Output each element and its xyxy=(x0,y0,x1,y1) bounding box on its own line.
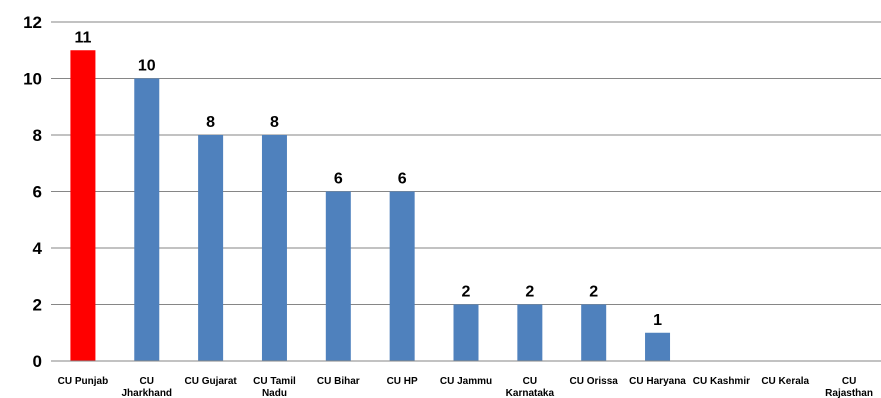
bar xyxy=(198,135,224,361)
y-tick-label: 6 xyxy=(33,183,42,202)
x-tick-label: CU Kerala xyxy=(761,376,809,387)
data-label: 2 xyxy=(525,284,534,301)
y-tick-label: 2 xyxy=(33,296,42,315)
data-label: 10 xyxy=(138,58,156,75)
bar xyxy=(453,304,479,361)
x-tick-label: CU Haryana xyxy=(629,376,686,387)
y-tick-label: 0 xyxy=(33,352,42,371)
bar xyxy=(389,191,415,361)
data-label: 1 xyxy=(653,312,662,329)
y-tick-label: 4 xyxy=(33,239,43,258)
data-label: 6 xyxy=(334,171,343,188)
bar xyxy=(261,135,287,361)
x-tick-label: Jharkhand xyxy=(121,388,172,398)
data-label: 11 xyxy=(74,29,91,46)
bar xyxy=(70,50,96,361)
x-tick-label: CU Punjab xyxy=(58,376,109,387)
x-tick-label: Karnataka xyxy=(506,388,555,398)
bar xyxy=(134,78,160,361)
x-tick-label: CU xyxy=(140,376,154,387)
x-tick-label: CU xyxy=(842,376,856,387)
data-label: 8 xyxy=(206,114,215,131)
data-label: 2 xyxy=(589,284,598,301)
x-tick-label: CU Bihar xyxy=(317,376,360,387)
bar xyxy=(325,191,351,361)
bar xyxy=(581,304,607,361)
x-tick-label: CU Gujarat xyxy=(184,376,237,387)
x-tick-label: Nadu xyxy=(262,388,287,398)
x-tick-label: Rajasthan xyxy=(825,388,873,398)
bar xyxy=(517,304,543,361)
gridlines xyxy=(51,21,881,305)
x-tick-label: CU Kashmir xyxy=(693,376,750,387)
data-label: 8 xyxy=(270,114,279,131)
y-tick-label: 10 xyxy=(23,70,42,89)
x-tick-label: CU xyxy=(523,376,537,387)
x-tick-label: CU Tamil xyxy=(253,376,296,387)
data-label: 6 xyxy=(398,171,407,188)
x-tick-label: CU HP xyxy=(387,376,418,387)
data-label: 2 xyxy=(462,284,471,301)
x-tick-label: CU Orissa xyxy=(570,376,619,387)
y-axis-ticks: 0 2 4 6 8 10 12 xyxy=(23,13,42,371)
y-tick-label: 12 xyxy=(23,13,42,32)
bars xyxy=(70,50,671,361)
data-labels: 11 10 8 8 6 6 2 2 2 1 xyxy=(74,29,662,329)
bar xyxy=(645,332,671,361)
x-tick-label: CU Jammu xyxy=(440,376,492,387)
y-tick-label: 8 xyxy=(33,126,42,145)
